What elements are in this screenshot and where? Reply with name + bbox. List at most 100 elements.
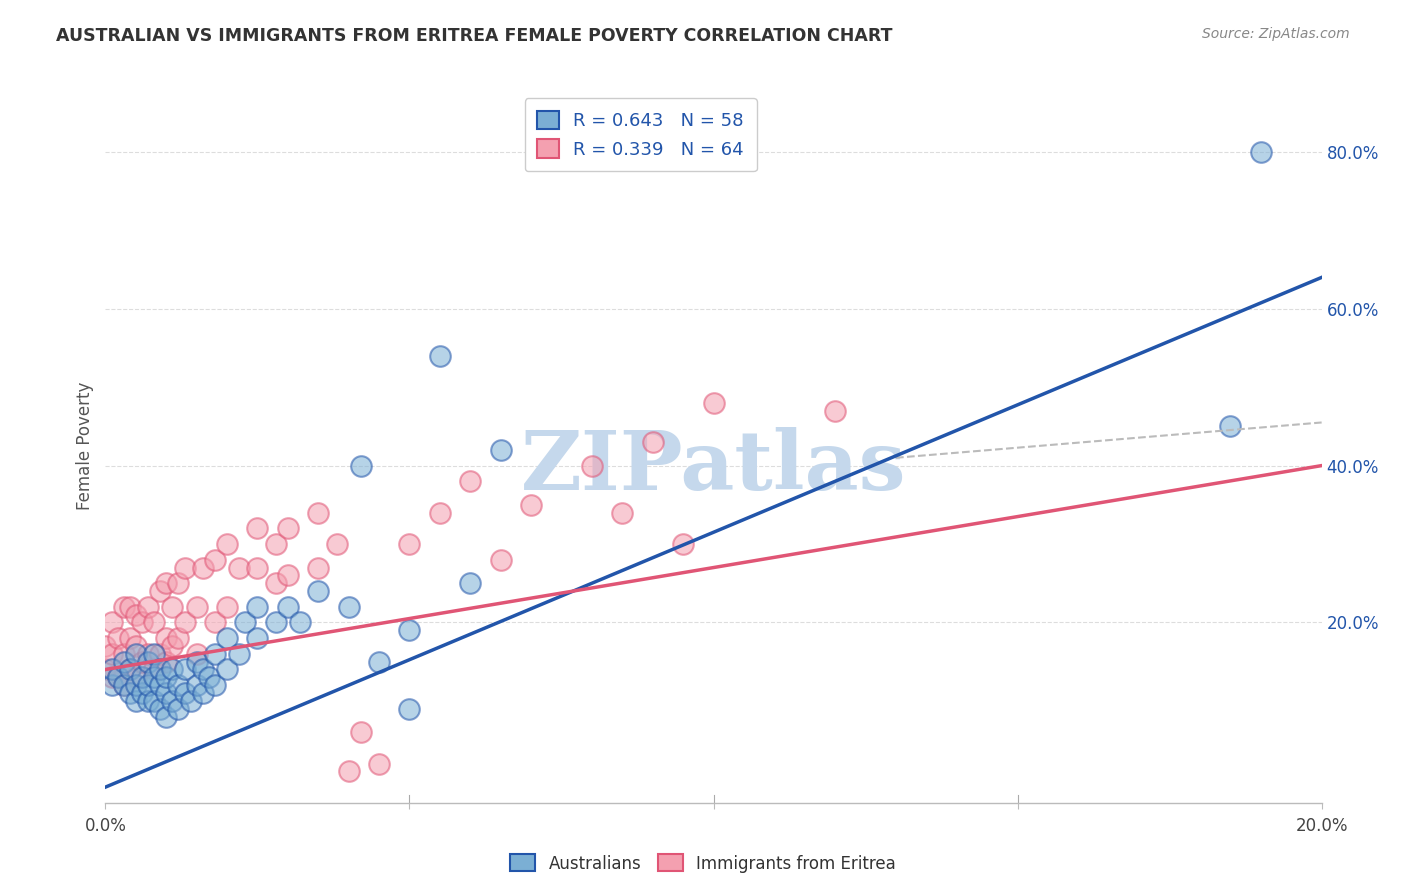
Point <box>112 647 135 661</box>
Point <box>264 537 287 551</box>
Point <box>143 615 166 630</box>
Point <box>125 639 148 653</box>
Point <box>350 725 373 739</box>
Point <box>246 599 269 614</box>
Point <box>520 498 543 512</box>
Point <box>112 678 135 692</box>
Point <box>489 552 512 566</box>
Point <box>155 655 177 669</box>
Point <box>264 615 287 630</box>
Point <box>131 670 153 684</box>
Point <box>125 670 148 684</box>
Point <box>350 458 373 473</box>
Point <box>233 615 256 630</box>
Point <box>398 624 420 638</box>
Point <box>186 655 208 669</box>
Point <box>149 678 172 692</box>
Legend: Australians, Immigrants from Eritrea: Australians, Immigrants from Eritrea <box>503 847 903 880</box>
Point <box>118 686 141 700</box>
Y-axis label: Female Poverty: Female Poverty <box>76 382 94 510</box>
Point <box>246 560 269 574</box>
Point <box>94 663 117 677</box>
Point <box>307 584 329 599</box>
Point <box>672 537 695 551</box>
Point <box>155 686 177 700</box>
Point <box>198 670 221 684</box>
Text: ZIPatlas: ZIPatlas <box>520 427 907 508</box>
Point <box>125 694 148 708</box>
Point <box>167 678 190 692</box>
Point <box>581 458 603 473</box>
Point <box>1250 145 1272 159</box>
Point <box>398 537 420 551</box>
Point <box>173 686 195 700</box>
Point <box>136 678 159 692</box>
Point <box>217 663 239 677</box>
Point <box>167 631 190 645</box>
Point <box>458 475 481 489</box>
Point <box>246 631 269 645</box>
Point <box>217 537 239 551</box>
Point <box>143 663 166 677</box>
Point <box>246 521 269 535</box>
Point <box>277 521 299 535</box>
Point <box>217 599 239 614</box>
Point <box>167 702 190 716</box>
Point <box>307 560 329 574</box>
Point <box>118 631 141 645</box>
Point <box>167 576 190 591</box>
Point <box>368 655 391 669</box>
Point <box>173 663 195 677</box>
Point <box>100 615 122 630</box>
Point <box>325 537 347 551</box>
Point <box>186 647 208 661</box>
Point <box>337 764 360 779</box>
Point <box>112 678 135 692</box>
Point <box>112 655 135 669</box>
Point <box>162 639 184 653</box>
Point <box>204 678 226 692</box>
Point <box>136 647 159 661</box>
Point <box>100 663 122 677</box>
Point <box>641 435 664 450</box>
Point <box>125 607 148 622</box>
Point <box>337 599 360 614</box>
Point <box>191 663 214 677</box>
Point <box>702 396 725 410</box>
Point <box>149 702 172 716</box>
Point <box>149 584 172 599</box>
Point <box>100 678 122 692</box>
Point <box>162 599 184 614</box>
Point <box>155 670 177 684</box>
Point <box>131 615 153 630</box>
Point <box>136 599 159 614</box>
Text: Source: ZipAtlas.com: Source: ZipAtlas.com <box>1202 27 1350 41</box>
Point <box>155 631 177 645</box>
Point <box>368 756 391 771</box>
Point <box>288 615 311 630</box>
Point <box>107 670 129 684</box>
Point <box>162 663 184 677</box>
Point <box>186 678 208 692</box>
Point <box>149 647 172 661</box>
Point <box>143 670 166 684</box>
Point <box>429 349 451 363</box>
Point <box>180 694 202 708</box>
Point <box>1219 419 1241 434</box>
Point <box>204 615 226 630</box>
Point <box>107 670 129 684</box>
Point <box>173 615 195 630</box>
Point <box>458 576 481 591</box>
Point <box>94 639 117 653</box>
Point <box>118 599 141 614</box>
Point <box>125 647 148 661</box>
Point <box>162 694 184 708</box>
Point <box>398 702 420 716</box>
Point <box>204 552 226 566</box>
Point <box>429 506 451 520</box>
Point <box>131 655 153 669</box>
Point <box>186 599 208 614</box>
Text: AUSTRALIAN VS IMMIGRANTS FROM ERITREA FEMALE POVERTY CORRELATION CHART: AUSTRALIAN VS IMMIGRANTS FROM ERITREA FE… <box>56 27 893 45</box>
Point <box>136 694 159 708</box>
Point <box>217 631 239 645</box>
